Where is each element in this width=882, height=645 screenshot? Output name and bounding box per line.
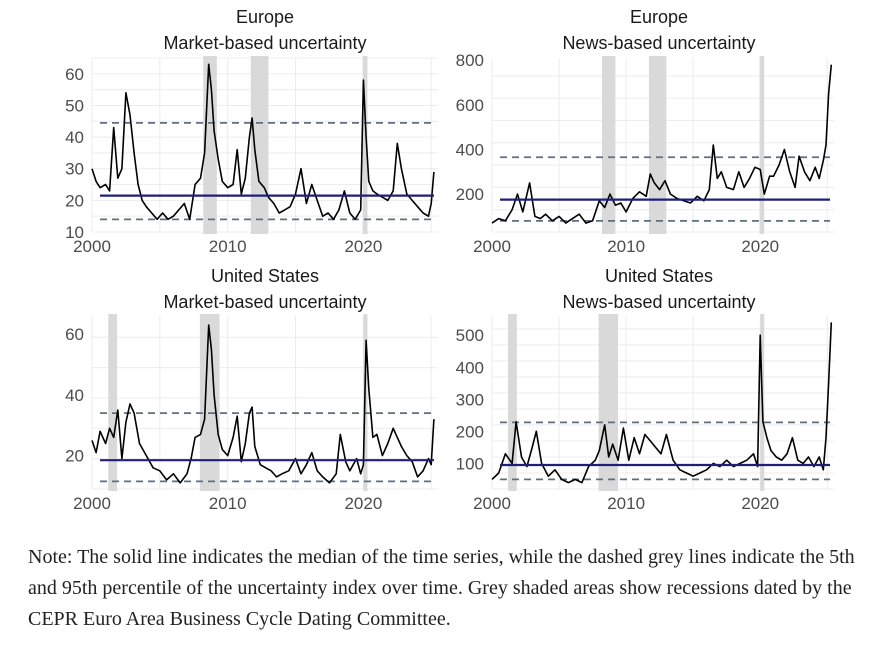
chart-subtitle: News-based uncertainty — [562, 33, 755, 53]
y-tick-label: 200 — [456, 185, 484, 204]
y-tick-label: 400 — [456, 358, 484, 377]
recession-band — [199, 314, 220, 491]
chart-title: Europe — [236, 7, 294, 27]
x-tick-label: 2020 — [741, 494, 779, 513]
y-tick-label: 50 — [65, 96, 84, 115]
recession-band — [108, 314, 118, 491]
chart-panel-1: Europe Market-based uncertainty 10 20 30 40 50… — [65, 7, 438, 256]
y-tick-label: 800 — [456, 51, 484, 70]
y-tick-label: 20 — [65, 191, 84, 210]
y-tick-label: 40 — [65, 128, 84, 147]
y-tick-label: 10 — [65, 223, 84, 242]
y-tick-label: 500 — [456, 326, 484, 345]
recession-band — [759, 56, 765, 234]
chart-subtitle: Market-based uncertainty — [163, 33, 366, 53]
series-line — [491, 322, 833, 484]
recession-band — [362, 56, 368, 234]
chart-panel-4: United States News-based uncertainty 100 20… — [456, 266, 834, 513]
x-tick-label: 2020 — [741, 237, 779, 256]
series-line — [91, 63, 435, 221]
chart-title: United States — [605, 266, 713, 286]
chart-title: United States — [211, 266, 319, 286]
y-tick-label: 40 — [65, 386, 84, 405]
y-tick-label: 400 — [456, 140, 484, 159]
recession-band — [601, 56, 616, 234]
x-tick-label: 2020 — [344, 494, 382, 513]
figure-grid: Europe Market-based uncertainty 10 20 30 40 50… — [65, 7, 834, 513]
x-tick-label: 2000 — [473, 494, 511, 513]
recession-band — [250, 56, 269, 234]
y-tick-label: 200 — [456, 422, 484, 441]
x-tick-label: 2000 — [73, 494, 111, 513]
chart-panel-2: Europe News-based uncertainty 200 400 600 800… — [456, 7, 834, 256]
recession-band — [508, 314, 517, 491]
x-tick-label: 2020 — [344, 237, 382, 256]
x-tick-label: 2010 — [607, 237, 645, 256]
y-tick-label: 20 — [65, 447, 84, 466]
x-tick-label: 2000 — [73, 237, 111, 256]
x-tick-label: 2010 — [607, 494, 645, 513]
chart-title: Europe — [630, 7, 688, 27]
y-tick-label: 60 — [65, 325, 84, 344]
recession-band — [648, 56, 667, 234]
figure-note: Note: The solid line indicates the media… — [28, 546, 855, 630]
series-line — [491, 64, 833, 224]
chart-panel-3: United States Market-based uncertainty 20 4… — [65, 266, 438, 513]
y-tick-label: 300 — [456, 390, 484, 409]
series-line — [91, 324, 435, 484]
x-tick-label: 2010 — [209, 494, 247, 513]
y-tick-label: 30 — [65, 160, 84, 179]
chart-subtitle: News-based uncertainty — [562, 292, 755, 312]
chart-subtitle: Market-based uncertainty — [163, 292, 366, 312]
y-tick-label: 600 — [456, 96, 484, 115]
y-tick-label: 100 — [456, 454, 484, 473]
y-tick-label: 60 — [65, 65, 84, 84]
x-tick-label: 2000 — [473, 237, 511, 256]
x-tick-label: 2010 — [209, 237, 247, 256]
